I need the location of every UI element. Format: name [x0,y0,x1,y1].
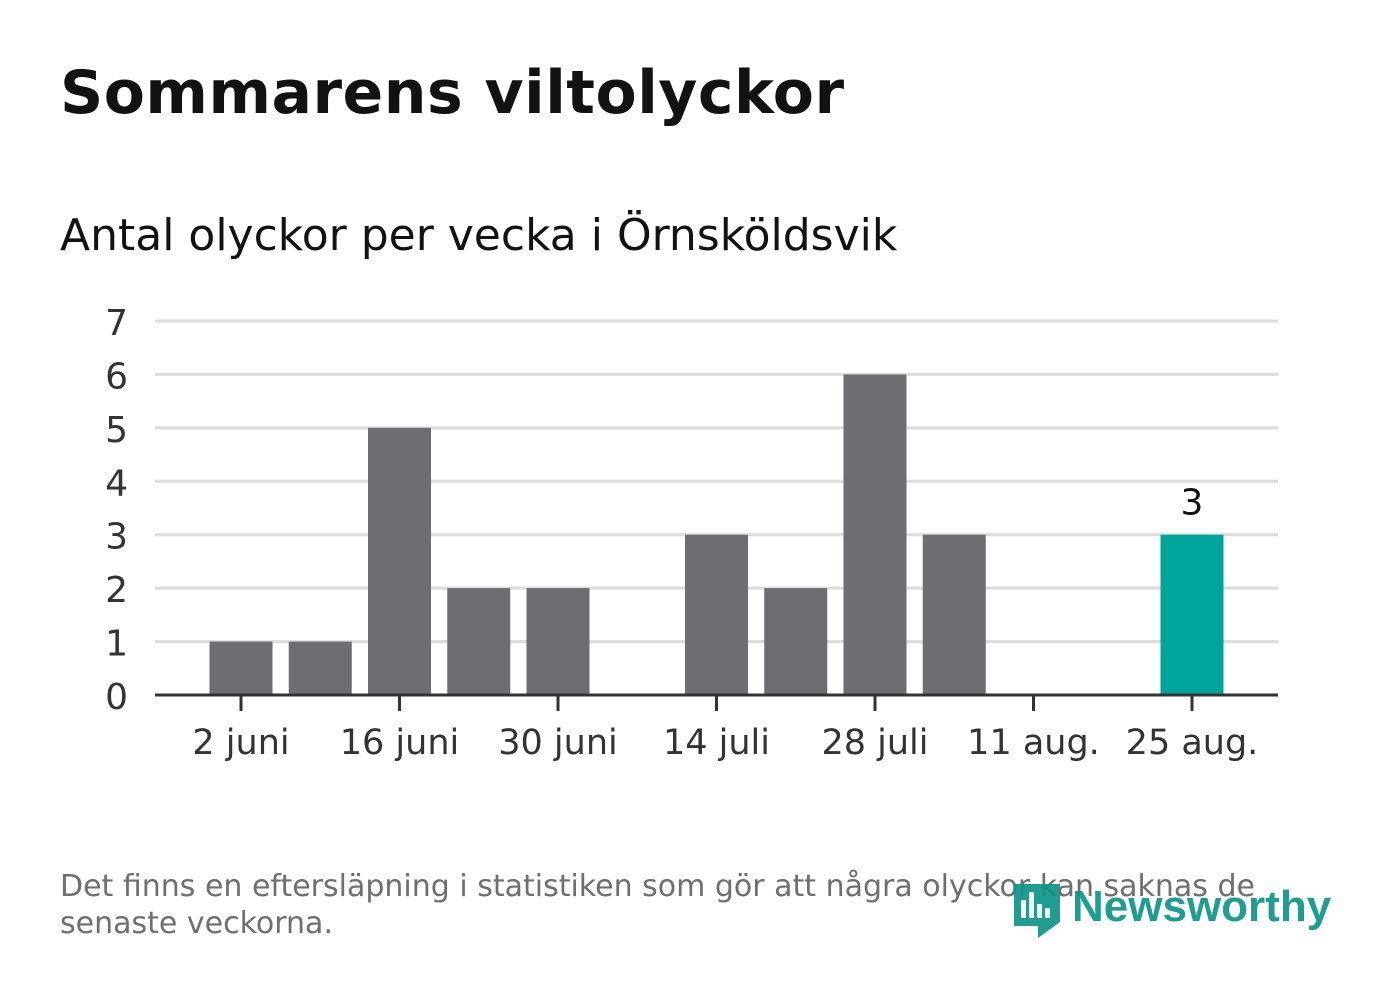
y-tick-label: 6 [105,356,128,397]
x-tick-label: 28 juli [821,723,928,763]
newsworthy-logo-icon [1014,884,1060,938]
chart-title: Sommarens viltolyckor [60,58,845,128]
y-tick-label: 3 [105,517,128,558]
bar-highlight [1160,534,1224,695]
bar [685,534,748,695]
bar [447,588,511,695]
y-tick-label: 7 [105,303,128,344]
y-tick-label: 5 [105,410,128,451]
chart-subtitle: Antal olyckor per vecka i Örnsköldsvik [60,210,898,261]
x-tick-label: 25 aug. [1126,723,1259,763]
logo-text: Newsworthy [1072,882,1332,931]
bar [368,427,431,695]
x-tick-label: 16 juni [340,723,459,763]
bar [526,588,590,695]
x-tick-label: 14 juli [663,723,770,763]
data-label: 3 [1181,483,1204,524]
bar [764,588,828,695]
y-tick-label: 4 [105,463,128,504]
x-tick-label: 11 aug. [967,723,1100,763]
bar [843,374,907,695]
bar [922,534,986,695]
y-tick-label: 0 [105,677,128,718]
bar [288,641,352,695]
y-tick-label: 1 [105,624,128,665]
bar [209,641,273,695]
x-tick-label: 2 juni [192,723,289,763]
newsworthy-logo: Newsworthy [1012,878,1331,942]
y-tick-label: 2 [105,570,128,611]
x-tick-label: 30 juni [498,723,617,763]
